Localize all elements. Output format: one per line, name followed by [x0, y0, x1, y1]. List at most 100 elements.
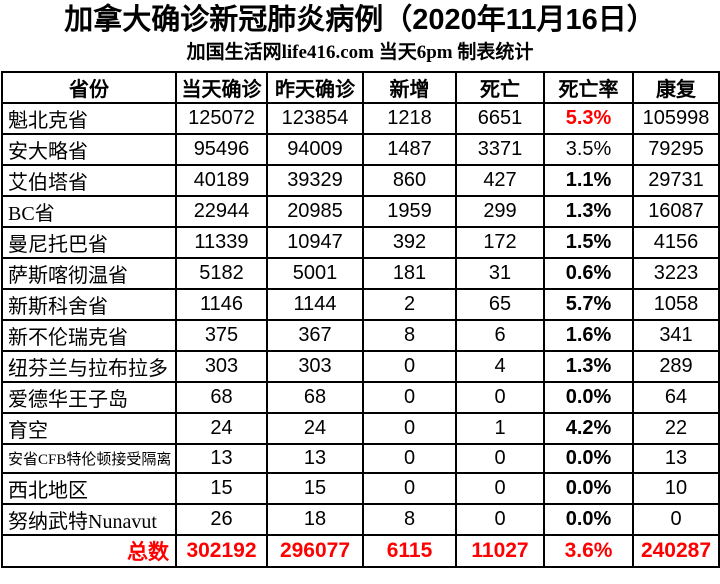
cell-province: 艾伯塔省: [1, 164, 177, 197]
cell-death-rate: 1.1%: [543, 164, 634, 197]
cell-today-confirmed: 22944: [175, 195, 268, 228]
table-row-yukon: 育空 24 24 0 1 4.2% 22: [1, 412, 720, 445]
cell-today-confirmed: 13: [175, 443, 268, 474]
col-header-province: 省份: [1, 71, 177, 104]
cell-province: 安省CFB特伦顿接受隔离: [1, 443, 177, 474]
cell-yesterday-confirmed: 13: [266, 443, 364, 474]
cell-recovered: 29731: [632, 164, 720, 197]
cell-yesterday-confirmed: 24: [266, 412, 364, 445]
cell-recovered: 64: [632, 381, 720, 414]
cell-death-rate: 0.0%: [543, 503, 634, 536]
col-header-today-confirmed: 当天确诊: [175, 71, 268, 104]
col-header-yesterday-confirmed: 昨天确诊: [266, 71, 364, 104]
cell-today-confirmed: 26: [175, 503, 268, 536]
cell-deaths: 0: [455, 503, 545, 536]
cell-total-today-confirmed: 302192: [175, 534, 268, 568]
cell-death-rate: 5.7%: [543, 288, 634, 321]
cell-province: 新斯科舍省: [1, 288, 177, 321]
cell-deaths: 427: [455, 164, 545, 197]
total-row: 总数 302192 296077 6115 11027 3.6% 240287: [1, 534, 720, 568]
cell-yesterday-confirmed: 20985: [266, 195, 364, 228]
col-header-new-cases: 新增: [362, 71, 457, 104]
cell-province: 萨斯喀彻温省: [1, 257, 177, 290]
cell-new-cases: 8: [362, 319, 457, 352]
cell-total-deaths: 11027: [455, 534, 545, 568]
table-row-alberta: 艾伯塔省 40189 39329 860 427 1.1% 29731: [1, 164, 720, 197]
table-row-bc: BC省 22944 20985 1959 299 1.3% 16087: [1, 195, 720, 228]
header-row: 省份 当天确诊 昨天确诊 新增 死亡 死亡率 康复: [1, 71, 720, 104]
cell-death-rate: 1.5%: [543, 226, 634, 259]
cell-today-confirmed: 68: [175, 381, 268, 414]
cell-deaths: 0: [455, 443, 545, 474]
cell-new-cases: 1487: [362, 133, 457, 166]
page-subtitle: 加国生活网life416.com 当天6pm 制表统计: [186, 42, 534, 63]
cell-yesterday-confirmed: 39329: [266, 164, 364, 197]
cell-death-rate: 1.3%: [543, 350, 634, 383]
cell-yesterday-confirmed: 18: [266, 503, 364, 536]
table-row-newfoundland-labrador: 纽芬兰与拉布拉多 303 303 0 4 1.3% 289: [1, 350, 720, 383]
cell-today-confirmed: 24: [175, 412, 268, 445]
cell-deaths: 65: [455, 288, 545, 321]
cell-total-recovered: 240287: [632, 534, 720, 568]
cell-today-confirmed: 40189: [175, 164, 268, 197]
cell-deaths: 6: [455, 319, 545, 352]
cell-death-rate: 4.2%: [543, 412, 634, 445]
table-row-pei: 爱德华王子岛 68 68 0 0 0.0% 64: [1, 381, 720, 414]
cell-deaths: 6651: [455, 102, 545, 135]
cell-recovered: 0: [632, 503, 720, 536]
cell-recovered: 10: [632, 472, 720, 505]
cell-yesterday-confirmed: 1144: [266, 288, 364, 321]
cell-province: 爱德华王子岛: [1, 381, 177, 414]
table-row-cfb-trenton: 安省CFB特伦顿接受隔离 13 13 0 0 0.0% 13: [1, 443, 720, 474]
cell-today-confirmed: 15: [175, 472, 268, 505]
table-row-quebec: 魁北克省 125072 123854 1218 6651 5.3% 105998: [1, 102, 720, 135]
cell-province: 魁北克省: [1, 102, 177, 135]
cell-today-confirmed: 125072: [175, 102, 268, 135]
cell-total-new-cases: 6115: [362, 534, 457, 568]
cell-deaths: 0: [455, 381, 545, 414]
cell-death-rate: 0.0%: [543, 381, 634, 414]
cell-yesterday-confirmed: 367: [266, 319, 364, 352]
table-row-ontario: 安大略省 95496 94009 1487 3371 3.5% 79295: [1, 133, 720, 166]
cell-recovered: 22: [632, 412, 720, 445]
cell-deaths: 172: [455, 226, 545, 259]
cell-new-cases: 1218: [362, 102, 457, 135]
cell-death-rate: 0.6%: [543, 257, 634, 290]
cell-new-cases: 8: [362, 503, 457, 536]
cell-yesterday-confirmed: 5001: [266, 257, 364, 290]
cell-yesterday-confirmed: 303: [266, 350, 364, 383]
cell-death-rate: 1.3%: [543, 195, 634, 228]
cell-province: 西北地区: [1, 472, 177, 505]
cell-recovered: 289: [632, 350, 720, 383]
col-header-deaths: 死亡: [455, 71, 545, 104]
page-title: 加拿大确诊新冠肺炎病例（2020年11月16日）: [64, 4, 656, 36]
cell-deaths: 1: [455, 412, 545, 445]
cell-new-cases: 181: [362, 257, 457, 290]
cell-today-confirmed: 375: [175, 319, 268, 352]
cell-today-confirmed: 95496: [175, 133, 268, 166]
cell-deaths: 299: [455, 195, 545, 228]
cell-province: 育空: [1, 412, 177, 445]
cell-recovered: 3223: [632, 257, 720, 290]
cell-new-cases: 0: [362, 472, 457, 505]
cell-new-cases: 0: [362, 381, 457, 414]
cell-province: 新不伦瑞克省: [1, 319, 177, 352]
col-header-death-rate: 死亡率: [543, 71, 634, 104]
cell-new-cases: 0: [362, 443, 457, 474]
cell-yesterday-confirmed: 68: [266, 381, 364, 414]
cell-death-rate: 0.0%: [543, 472, 634, 505]
cell-new-cases: 860: [362, 164, 457, 197]
table-row-nunavut: 努纳武特Nunavut 26 18 8 0 0.0% 0: [1, 503, 720, 536]
table-row-nova-scotia: 新斯科舍省 1146 1144 2 65 5.7% 1058: [1, 288, 720, 321]
cell-today-confirmed: 11339: [175, 226, 268, 259]
table-row-northwest-territories: 西北地区 15 15 0 0 0.0% 10: [1, 472, 720, 505]
cell-new-cases: 2: [362, 288, 457, 321]
cell-new-cases: 0: [362, 350, 457, 383]
cell-province: 纽芬兰与拉布拉多: [1, 350, 177, 383]
cell-province: 安大略省: [1, 133, 177, 166]
cell-recovered: 341: [632, 319, 720, 352]
cell-today-confirmed: 5182: [175, 257, 268, 290]
cell-death-rate: 1.6%: [543, 319, 634, 352]
cell-recovered: 79295: [632, 133, 720, 166]
